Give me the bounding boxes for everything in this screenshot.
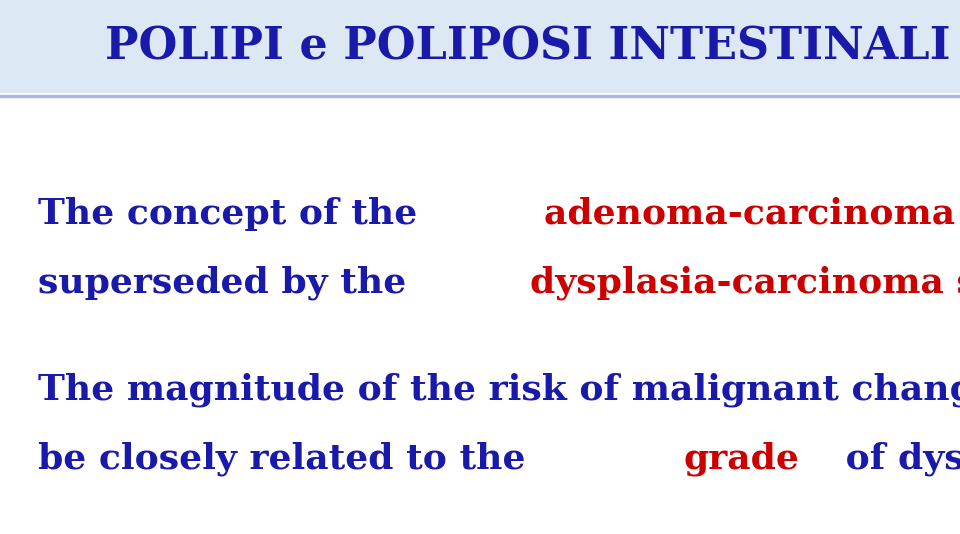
- Text: grade: grade: [684, 442, 800, 476]
- Text: The magnitude of the risk of malignant change appears to: The magnitude of the risk of malignant c…: [38, 373, 960, 407]
- Text: POLIPI e POLIPOSI INTESTINALI: POLIPI e POLIPOSI INTESTINALI: [106, 25, 950, 68]
- Text: adenoma-carcinoma sequence: adenoma-carcinoma sequence: [544, 197, 960, 231]
- Text: of dysplasia.: of dysplasia.: [833, 442, 960, 476]
- Text: dysplasia-carcinoma sequence.: dysplasia-carcinoma sequence.: [530, 266, 960, 300]
- FancyBboxPatch shape: [0, 0, 960, 93]
- Text: be closely related to the: be closely related to the: [38, 442, 539, 476]
- Text: The concept of the: The concept of the: [38, 197, 430, 231]
- Text: superseded by the: superseded by the: [38, 266, 420, 300]
